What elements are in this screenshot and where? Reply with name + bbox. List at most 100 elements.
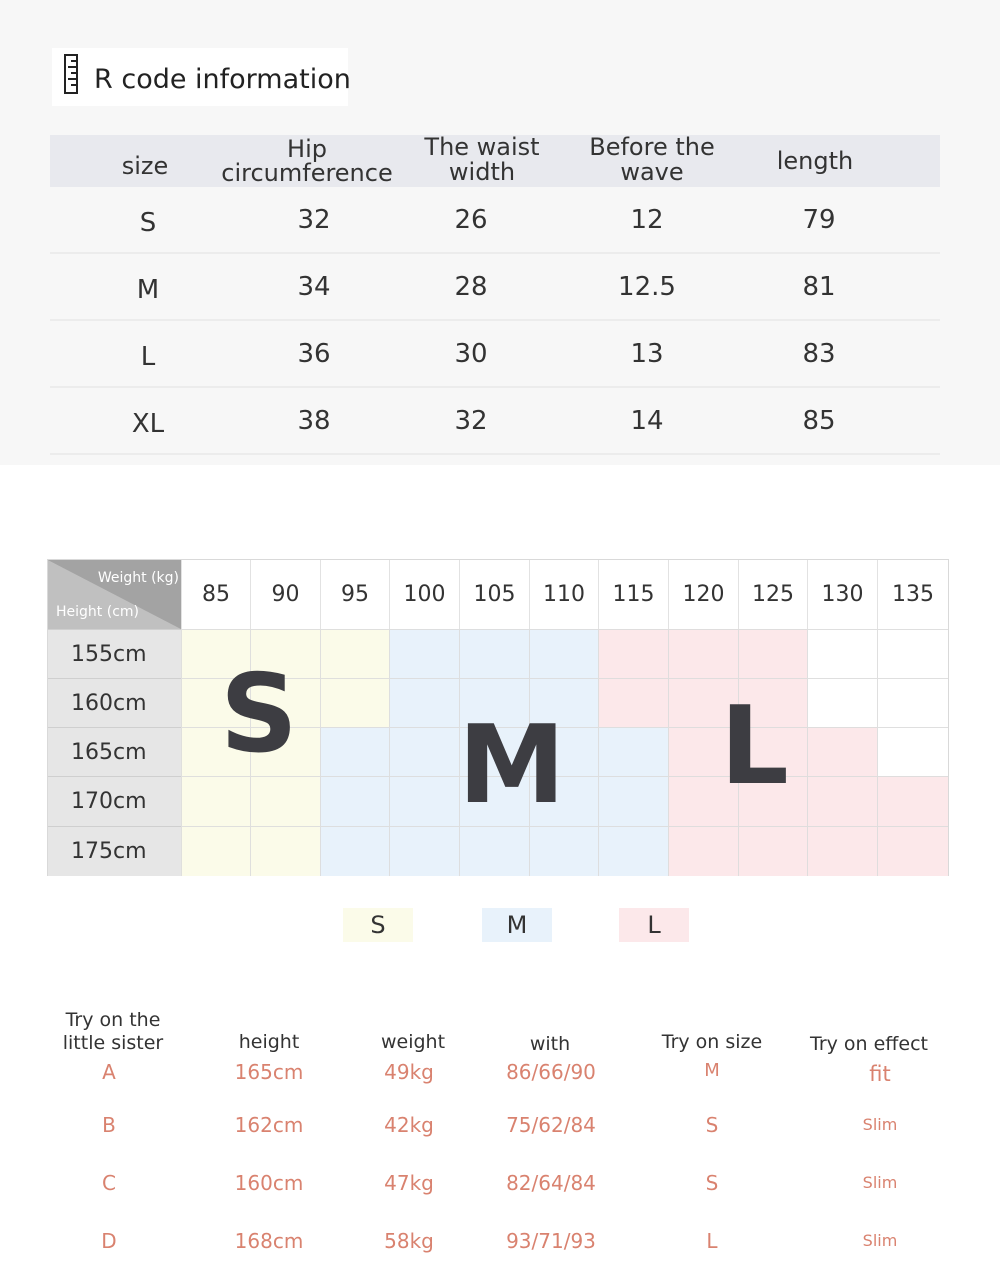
corner-diagonal — [48, 560, 181, 629]
tryon-size-cell: S — [705, 1113, 719, 1137]
size-zone-cell — [529, 678, 598, 727]
size-zone-cell — [250, 727, 320, 776]
tryon-size-cell: S — [705, 1171, 719, 1195]
size-zone-cell — [529, 727, 598, 776]
tryon-with-cell: 75/62/84 — [506, 1113, 596, 1137]
size-table-row: M 34 28 12.5 81 — [50, 254, 940, 321]
size-zone-cell — [529, 776, 598, 826]
size-zone-cell — [459, 776, 529, 826]
tryon-id-cell: C — [102, 1171, 116, 1195]
size-zone-cell — [738, 678, 807, 727]
size-zone-cell — [598, 629, 668, 678]
size-table-cell: 32 — [454, 405, 488, 436]
height-header: 155cm — [48, 629, 181, 678]
size-zone-cell — [598, 826, 668, 876]
weight-header: 110 — [529, 560, 598, 629]
tryon-header-effect: Try on effect — [810, 1033, 928, 1055]
size-zone-cell — [807, 727, 877, 776]
header-wave-line2: wave — [620, 158, 684, 186]
height-header: 170cm — [48, 776, 181, 826]
height-header: 160cm — [48, 678, 181, 727]
size-zone-cell — [250, 629, 320, 678]
grid-corner: Weight (kg) Height (cm) — [48, 560, 181, 629]
size-zone-cell — [181, 826, 250, 876]
tryon-weight-cell: 47kg — [384, 1171, 434, 1195]
size-zone-cell — [738, 629, 807, 678]
weight-header: 130 — [807, 560, 877, 629]
tryon-size-cell: M — [704, 1060, 720, 1081]
size-zone-cell — [389, 629, 459, 678]
size-zone-cell — [389, 826, 459, 876]
size-table-row: XL 38 32 14 85 — [50, 388, 940, 455]
legend-chip-m: M — [482, 908, 552, 942]
page-title: R code information — [94, 64, 351, 95]
weight-header: 120 — [668, 560, 738, 629]
size-zone-cell — [807, 678, 877, 727]
size-table-cell: 34 — [297, 271, 331, 302]
size-table-cell: 26 — [454, 204, 488, 235]
size-zone-cell — [181, 727, 250, 776]
tryon-with-cell: 82/64/84 — [506, 1171, 596, 1195]
size-table-cell: 30 — [454, 338, 488, 369]
title-bar — [52, 48, 348, 106]
header-waist-line1: The waist — [424, 133, 540, 161]
size-zone-cell — [320, 826, 389, 876]
size-zone-cell — [668, 678, 738, 727]
tryon-header-size: Try on size — [661, 1031, 763, 1053]
size-zone-cell — [181, 776, 250, 826]
tryon-size-cell: L — [706, 1229, 718, 1253]
size-zone-cell — [320, 678, 389, 727]
tryon-effect-cell: Slim — [862, 1173, 898, 1192]
size-zone-cell — [668, 629, 738, 678]
weight-axis-label: Weight (kg) — [97, 570, 179, 586]
tryon-with-cell: 86/66/90 — [506, 1060, 596, 1084]
size-table-row: S 32 26 12 79 — [50, 187, 940, 254]
size-zone-cell — [320, 727, 389, 776]
size-zone-cell — [459, 826, 529, 876]
weight-header: 100 — [389, 560, 459, 629]
size-zone-cell — [389, 727, 459, 776]
size-table-cell: 28 — [454, 271, 488, 302]
size-zone-cell — [877, 727, 948, 776]
size-table-cell: 14 — [630, 405, 664, 436]
size-table-cell: 81 — [802, 271, 836, 302]
height-header: 165cm — [48, 727, 181, 776]
size-table-cell: 13 — [630, 338, 664, 369]
size-zone-cell — [807, 826, 877, 876]
header-wave: Before the wave — [577, 135, 727, 187]
height-axis-label: Height (cm) — [56, 604, 139, 620]
size-table-cell: 12 — [630, 204, 664, 235]
size-zone-cell — [877, 678, 948, 727]
size-table-cell: 38 — [297, 405, 331, 436]
tryon-with-cell: 93/71/93 — [506, 1229, 596, 1253]
size-zone-cell — [459, 678, 529, 727]
weight-header: 95 — [320, 560, 389, 629]
tryon-effect-cell: Slim — [862, 1115, 898, 1134]
weight-header: 85 — [181, 560, 250, 629]
size-zone-cell — [529, 629, 598, 678]
height-header: 175cm — [48, 826, 181, 876]
size-table-cell: S — [139, 207, 157, 238]
size-table-row: L 36 30 13 83 — [50, 321, 940, 388]
tryon-header-sister-line1: Try on the — [65, 1009, 161, 1031]
size-zone-cell — [181, 629, 250, 678]
size-zone-cell — [738, 826, 807, 876]
size-table-cell: 83 — [802, 338, 836, 369]
size-zone-cell — [181, 678, 250, 727]
size-zone-cell — [250, 776, 320, 826]
tryon-id-cell: B — [102, 1113, 116, 1137]
size-zone-cell — [529, 826, 598, 876]
zone-label-m: M — [458, 703, 566, 828]
size-zone-cell — [250, 826, 320, 876]
size-table-cell: L — [140, 341, 156, 372]
size-zone-cell — [389, 776, 459, 826]
header-waist-line2: width — [448, 158, 516, 186]
size-zone-cell — [320, 776, 389, 826]
legend-chip-s: S — [343, 908, 413, 942]
size-zone-cell — [877, 776, 948, 826]
header-hip: Hip circumference — [221, 135, 393, 187]
size-zone-cell — [738, 776, 807, 826]
tryon-effect-cell: Slim — [862, 1231, 898, 1250]
size-zone-cell — [738, 727, 807, 776]
size-table-cell: 79 — [802, 204, 836, 235]
